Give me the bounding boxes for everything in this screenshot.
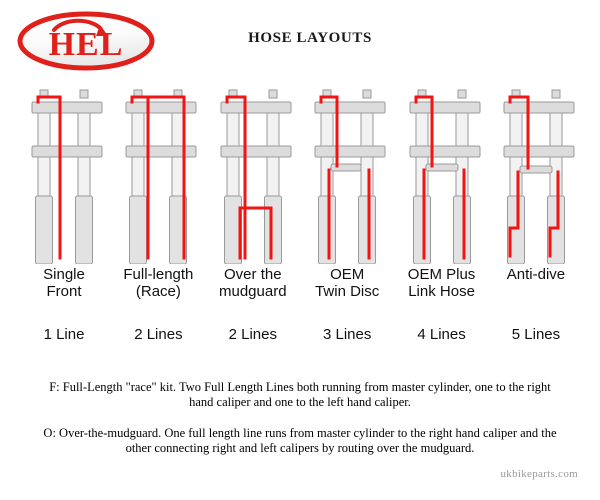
diagram-label-oem-plus-link-hose: OEM Plus Link Hose xyxy=(396,266,488,312)
lower-yoke xyxy=(125,145,197,158)
fork-slider-left xyxy=(506,195,525,264)
fork-cap-right xyxy=(551,89,561,99)
fork-slider-left xyxy=(318,195,337,264)
diagram-label-single-front: Single Front xyxy=(18,266,110,312)
fork-slider-right xyxy=(169,195,188,264)
fork-slider-right xyxy=(358,195,377,264)
label-line-2 xyxy=(490,283,582,300)
diagram-count-oem-plus-link-hose: 4 Lines xyxy=(417,326,466,343)
hel-logo: HEL xyxy=(12,8,162,74)
label-line-1: OEM xyxy=(330,266,365,283)
fork-cell-over-the-mudguard xyxy=(213,88,293,264)
label-line-2: (Race) xyxy=(135,283,181,300)
diagram-count-over-the-mudguard: 2 Lines xyxy=(228,326,277,343)
fork-slider-right xyxy=(452,195,471,264)
lower-yoke xyxy=(409,145,481,158)
upper-yoke xyxy=(503,101,575,114)
diagram-label-over-the-mudguard: Over the mudguard xyxy=(207,266,299,312)
fork-slider-right xyxy=(75,195,93,264)
label-line-1: Single xyxy=(43,266,85,283)
upper-yoke xyxy=(31,101,103,114)
brake-hose-line-0 xyxy=(36,95,62,260)
fork-slider-right xyxy=(546,195,565,264)
label-line-2: Twin Disc xyxy=(315,283,380,300)
fork-diagram-over-the-mudguard xyxy=(220,89,292,264)
footnotes: F: Full-Length "race" kit. Two Full Leng… xyxy=(36,380,564,472)
label-line-2: Front xyxy=(46,283,82,300)
diagram-count-anti-dive: 5 Lines xyxy=(511,326,561,343)
diagram-count-full-length-race: 2 Lines xyxy=(134,326,183,343)
fork-slider-right xyxy=(263,195,282,264)
page-title: HOSE LAYOUTS xyxy=(248,30,372,46)
upper-yoke xyxy=(409,101,481,114)
brake-hose-line-2 xyxy=(548,170,560,258)
fork-slider-left xyxy=(412,195,431,264)
logo-wordmark: HEL xyxy=(49,26,124,63)
diagram-count-oem-twin-disc: 3 Lines xyxy=(322,326,372,343)
lower-yoke xyxy=(31,145,103,158)
brake-hose-line-1 xyxy=(146,95,186,260)
upper-yoke xyxy=(314,101,386,114)
fork-cell-oem-twin-disc xyxy=(307,88,387,264)
brake-hose-line-0 xyxy=(508,95,530,170)
brake-hose-line-1 xyxy=(508,170,520,258)
fork-cap-right xyxy=(268,89,278,99)
logo-ellipse-icon xyxy=(17,11,155,71)
label-line-1: Anti-dive xyxy=(506,266,566,283)
fork-cap-right xyxy=(457,89,467,99)
fork-diagram-anti-dive xyxy=(503,89,575,264)
label-line-2: Link Hose xyxy=(408,283,475,300)
diagram-label-full-length-race: Full-length (Race) xyxy=(112,266,204,312)
diagram-label-anti-dive: Anti-dive xyxy=(490,266,582,312)
diagram-counts-row: 1 Line 2 Lines 2 Lines 3 Lines 4 Lines 5 Line… xyxy=(0,326,600,350)
brake-hose-line-0 xyxy=(414,95,434,168)
hose-splitter-block-0 xyxy=(425,163,459,172)
brake-hose-line-1 xyxy=(238,206,273,260)
fork-cell-anti-dive xyxy=(496,88,576,264)
lower-yoke xyxy=(220,145,292,158)
lower-yoke xyxy=(503,145,575,158)
fork-diagram-strip xyxy=(0,88,600,264)
label-line-1: Full-length xyxy=(123,266,194,283)
brake-hose-line-0 xyxy=(319,95,339,168)
fork-diagram-oem-twin-disc xyxy=(314,89,386,264)
diagram-label-oem-twin-disc: OEM Twin Disc xyxy=(301,266,393,312)
lower-yoke xyxy=(314,145,386,158)
hel-logo-graphic: HEL xyxy=(17,11,155,71)
fork-diagram-full-length-race xyxy=(125,89,197,264)
fork-cell-oem-plus-link-hose xyxy=(402,88,482,264)
brake-hose-line-0 xyxy=(130,95,150,260)
brake-hose-line-0 xyxy=(225,95,247,260)
diagram-labels-row: Single Front Full-length (Race) Over the mudg… xyxy=(0,266,600,312)
diagram-count-single-front: 1 Line xyxy=(43,326,85,343)
fork-diagram-oem-plus-link-hose xyxy=(409,89,481,264)
fork-cap-right xyxy=(362,89,372,99)
hose-splitter-block-0 xyxy=(519,165,553,174)
upper-yoke xyxy=(125,101,197,114)
label-line-1: Over the xyxy=(224,266,282,283)
fork-diagram-single-front xyxy=(31,89,103,264)
site-watermark: ukbikeparts.com xyxy=(500,468,578,480)
logo-arrow-icon xyxy=(96,25,108,36)
label-line-1: OEM Plus xyxy=(407,266,476,283)
fork-cell-full-length-race xyxy=(118,88,198,264)
fork-cap-right xyxy=(79,89,89,99)
fork-slider-left xyxy=(129,195,148,264)
fork-cell-single-front xyxy=(24,88,104,264)
footnote-full-length: F: Full-Length "race" kit. Two Full Leng… xyxy=(49,380,551,409)
upper-yoke xyxy=(220,101,292,114)
fork-slider-left xyxy=(35,195,53,264)
footnote-over-mudguard: O: Over-the-mudguard. One full length li… xyxy=(43,426,557,455)
label-line-2: mudguard xyxy=(219,283,287,300)
